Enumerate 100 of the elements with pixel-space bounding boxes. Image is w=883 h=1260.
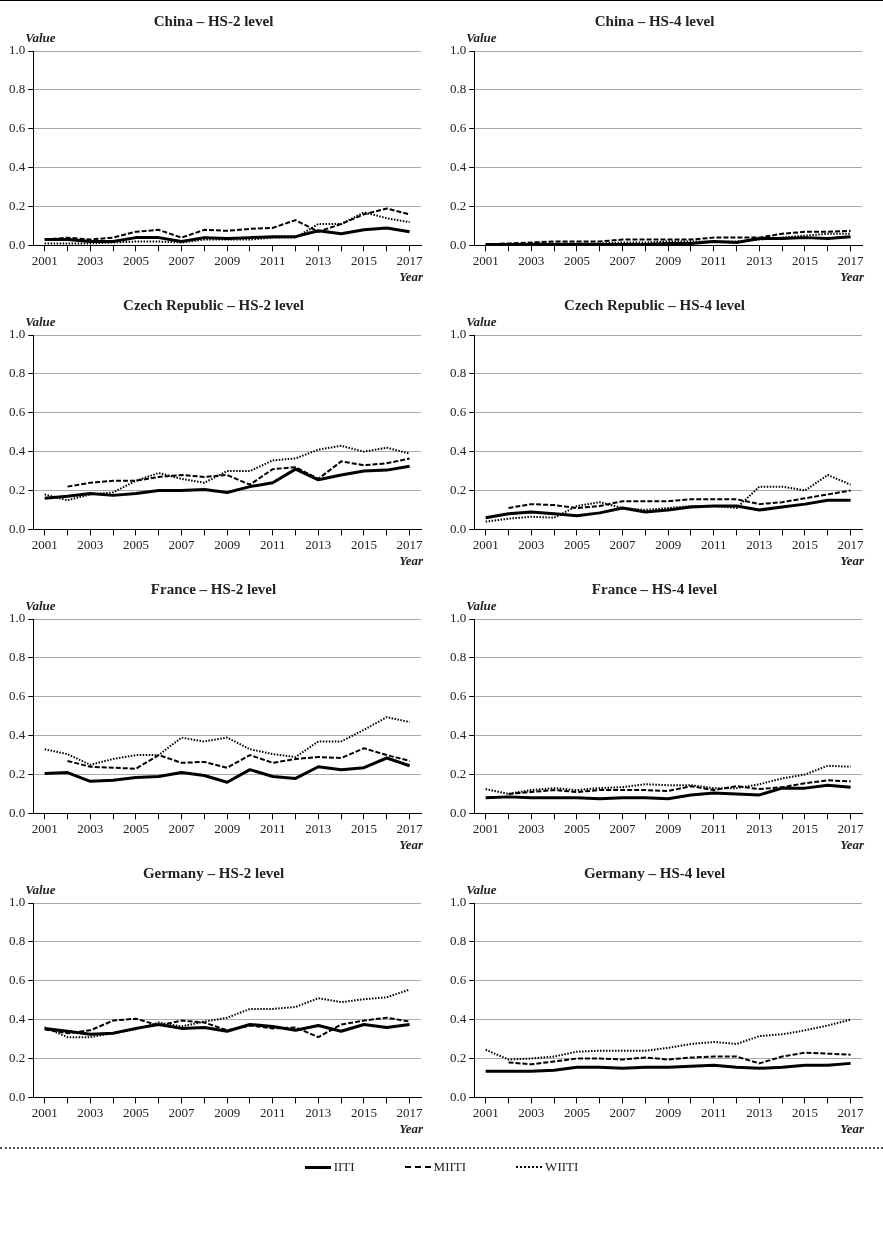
x-tick-label: 2009 <box>214 820 241 836</box>
x-tick-label: 2011 <box>259 252 286 268</box>
x-tick-label: 2011 <box>700 1104 727 1120</box>
x-tick-label: 2015 <box>350 1104 377 1120</box>
y-axis-title: Value <box>25 29 56 45</box>
y-tick-label: 1.0 <box>9 326 26 342</box>
y-tick-label: 1.0 <box>9 42 26 58</box>
x-tick-label: 2011 <box>700 820 727 836</box>
y-axis-title: Value <box>466 881 497 897</box>
y-tick-label: 0.6 <box>450 972 467 988</box>
x-axis-title: Year <box>840 553 865 569</box>
x-tick-label: 2003 <box>77 252 104 268</box>
x-tick-label: 2007 <box>168 1104 196 1120</box>
y-tick-label: 0.4 <box>9 727 26 743</box>
x-tick-label: 2007 <box>609 252 637 268</box>
x-tick-label: 2003 <box>77 820 104 836</box>
x-tick-label: 2017 <box>396 1104 424 1120</box>
x-tick-label: 2001 <box>472 820 499 836</box>
x-tick-label: 2011 <box>700 536 727 552</box>
x-tick-label: 2001 <box>31 536 58 552</box>
x-tick-label: 2001 <box>31 820 58 836</box>
x-axis-title: Year <box>840 269 865 285</box>
x-tick-label: 2001 <box>472 252 499 268</box>
x-tick-label: 2017 <box>396 820 424 836</box>
x-tick-label: 2013 <box>305 820 332 836</box>
x-tick-label: 2013 <box>746 1104 773 1120</box>
x-tick-label: 2005 <box>122 536 149 552</box>
y-tick-label: 0.0 <box>450 520 467 536</box>
y-tick-label: 0.8 <box>450 81 467 97</box>
y-tick-label: 0.8 <box>450 933 467 949</box>
x-tick-label: 2015 <box>791 252 818 268</box>
y-tick-label: 0.6 <box>450 404 467 420</box>
chart-title: Czech Republic – HS-4 level <box>564 296 745 313</box>
y-axis-title: Value <box>25 313 56 329</box>
y-tick-label: 0.2 <box>450 765 467 781</box>
x-tick-label: 2009 <box>214 1104 241 1120</box>
x-tick-label: 2009 <box>214 252 241 268</box>
x-tick-label: 2013 <box>305 1104 332 1120</box>
x-tick-label: 2015 <box>350 252 377 268</box>
y-tick-label: 0.6 <box>9 688 26 704</box>
x-tick-label: 2007 <box>168 536 196 552</box>
x-tick-label: 2009 <box>655 252 682 268</box>
x-tick-label: 2013 <box>305 252 332 268</box>
x-axis-title: Year <box>840 837 865 853</box>
x-tick-label: 2017 <box>837 536 865 552</box>
x-axis-title: Year <box>399 269 424 285</box>
y-tick-label: 1.0 <box>450 894 467 910</box>
x-tick-label: 2005 <box>122 252 149 268</box>
y-tick-label: 1.0 <box>9 894 26 910</box>
y-tick-label: 0.4 <box>9 1011 26 1027</box>
y-tick-label: 0.2 <box>9 1049 26 1065</box>
y-axis-title: Value <box>466 597 497 613</box>
y-tick-label: 0.0 <box>9 520 26 536</box>
x-tick-label: 2013 <box>305 536 332 552</box>
y-tick-label: 0.8 <box>9 649 26 665</box>
y-tick-label: 0.2 <box>9 197 26 213</box>
y-tick-label: 0.4 <box>450 159 467 175</box>
y-tick-label: 0.0 <box>9 236 26 252</box>
x-tick-label: 2017 <box>837 1104 865 1120</box>
legend-label: IITI <box>333 1159 355 1175</box>
x-tick-label: 2001 <box>31 252 58 268</box>
legend-label: MIITI <box>433 1159 467 1175</box>
x-tick-label: 2003 <box>77 1104 104 1120</box>
y-tick-label: 0.0 <box>450 1088 467 1104</box>
y-tick-label: 0.4 <box>9 443 26 459</box>
y-tick-label: 0.4 <box>450 1011 467 1027</box>
y-tick-label: 0.6 <box>9 404 26 420</box>
x-tick-label: 2003 <box>77 536 104 552</box>
x-tick-label: 2013 <box>746 252 773 268</box>
y-tick-label: 1.0 <box>450 42 467 58</box>
chart-title: Germany – HS-4 level <box>583 864 726 881</box>
x-axis-title: Year <box>399 837 424 853</box>
y-tick-label: 0.4 <box>9 159 26 175</box>
legend-label: WIITI <box>545 1159 579 1175</box>
y-tick-label: 1.0 <box>450 326 467 342</box>
y-tick-label: 0.2 <box>450 481 467 497</box>
y-tick-label: 0.4 <box>450 727 467 743</box>
x-tick-label: 2011 <box>259 536 286 552</box>
y-axis-title: Value <box>25 881 56 897</box>
x-tick-label: 2009 <box>655 820 682 836</box>
y-tick-label: 0.2 <box>450 197 467 213</box>
x-tick-label: 2017 <box>837 820 865 836</box>
y-tick-label: 1.0 <box>9 610 26 626</box>
y-tick-label: 0.0 <box>450 804 467 820</box>
y-axis-title: Value <box>25 597 56 613</box>
x-tick-label: 2005 <box>122 820 149 836</box>
chart-title: Germany – HS-2 level <box>142 864 285 881</box>
x-tick-label: 2001 <box>472 1104 499 1120</box>
y-tick-label: 0.4 <box>450 443 467 459</box>
x-axis-title: Year <box>399 553 424 569</box>
x-tick-label: 2007 <box>168 252 196 268</box>
chart-title: China – HS-4 level <box>594 12 715 29</box>
y-tick-label: 0.8 <box>9 933 26 949</box>
x-tick-label: 2015 <box>791 820 818 836</box>
chart-title: China – HS-2 level <box>153 12 274 29</box>
y-axis-title: Value <box>466 313 497 329</box>
x-tick-label: 2005 <box>563 1104 590 1120</box>
x-tick-label: 2009 <box>655 536 682 552</box>
y-tick-label: 0.2 <box>9 481 26 497</box>
x-tick-label: 2015 <box>791 536 818 552</box>
